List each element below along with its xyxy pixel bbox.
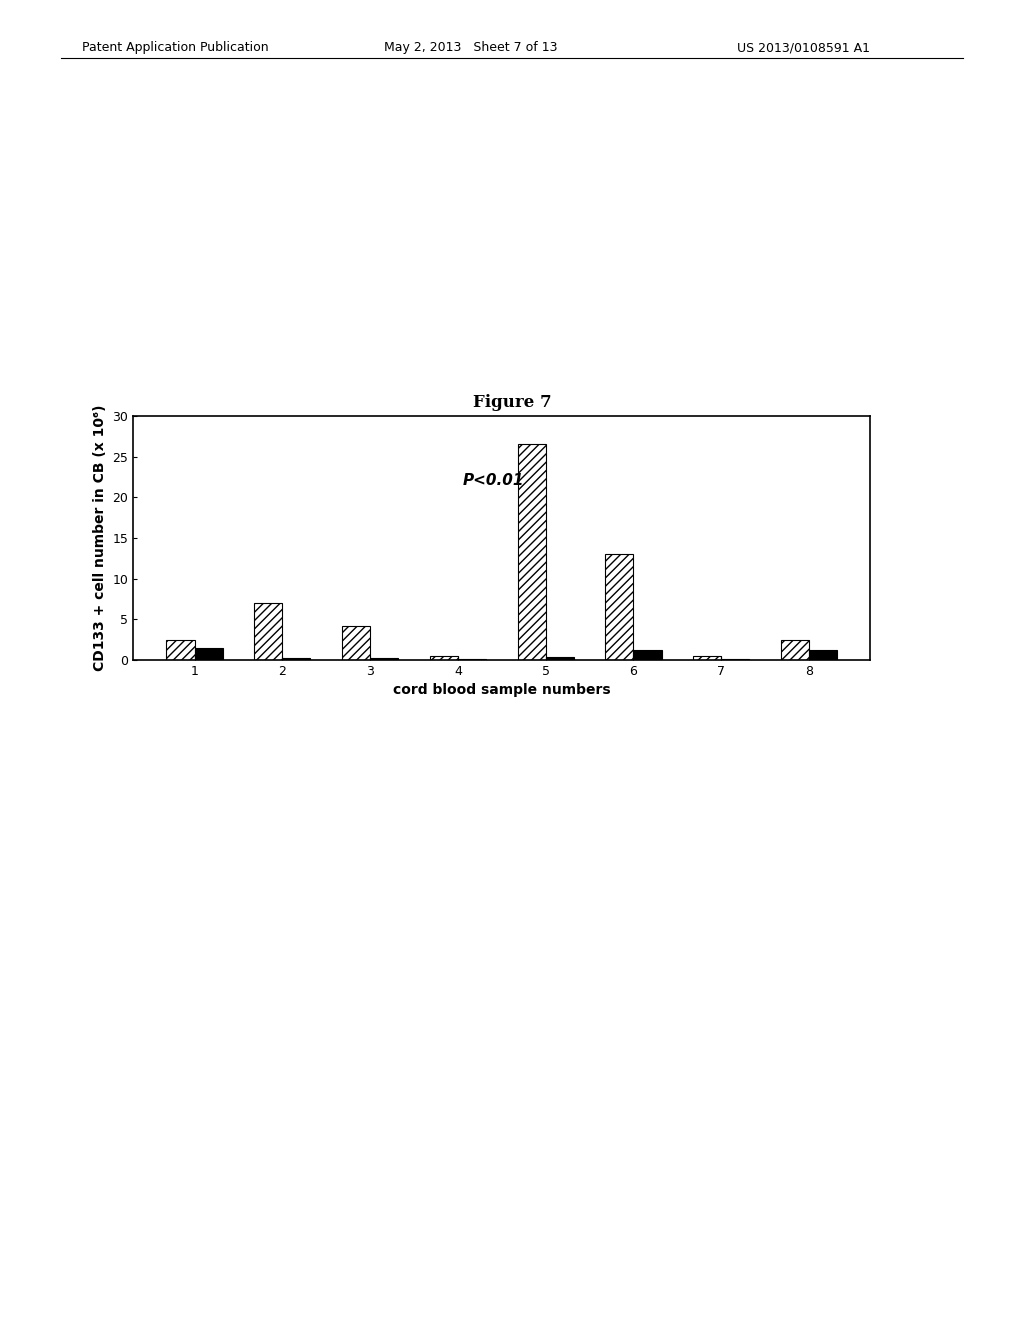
Bar <box>195 648 222 660</box>
Bar <box>430 656 458 660</box>
Bar <box>283 657 310 660</box>
Bar <box>167 640 195 660</box>
Bar <box>634 651 662 660</box>
Bar <box>517 445 546 660</box>
Bar <box>254 603 283 660</box>
Bar <box>809 651 837 660</box>
X-axis label: cord blood sample numbers: cord blood sample numbers <box>393 684 610 697</box>
Bar <box>342 626 370 660</box>
Bar <box>546 657 573 660</box>
Bar <box>370 657 398 660</box>
Bar <box>693 656 721 660</box>
Text: Figure 7: Figure 7 <box>473 395 551 411</box>
Y-axis label: CD133 + cell number in CB (x 10⁶): CD133 + cell number in CB (x 10⁶) <box>93 405 106 671</box>
Text: Patent Application Publication: Patent Application Publication <box>82 41 268 54</box>
Text: US 2013/0108591 A1: US 2013/0108591 A1 <box>737 41 870 54</box>
Text: P<0.01: P<0.01 <box>462 473 523 488</box>
Bar <box>605 554 634 660</box>
Text: May 2, 2013   Sheet 7 of 13: May 2, 2013 Sheet 7 of 13 <box>384 41 557 54</box>
Bar <box>781 640 809 660</box>
